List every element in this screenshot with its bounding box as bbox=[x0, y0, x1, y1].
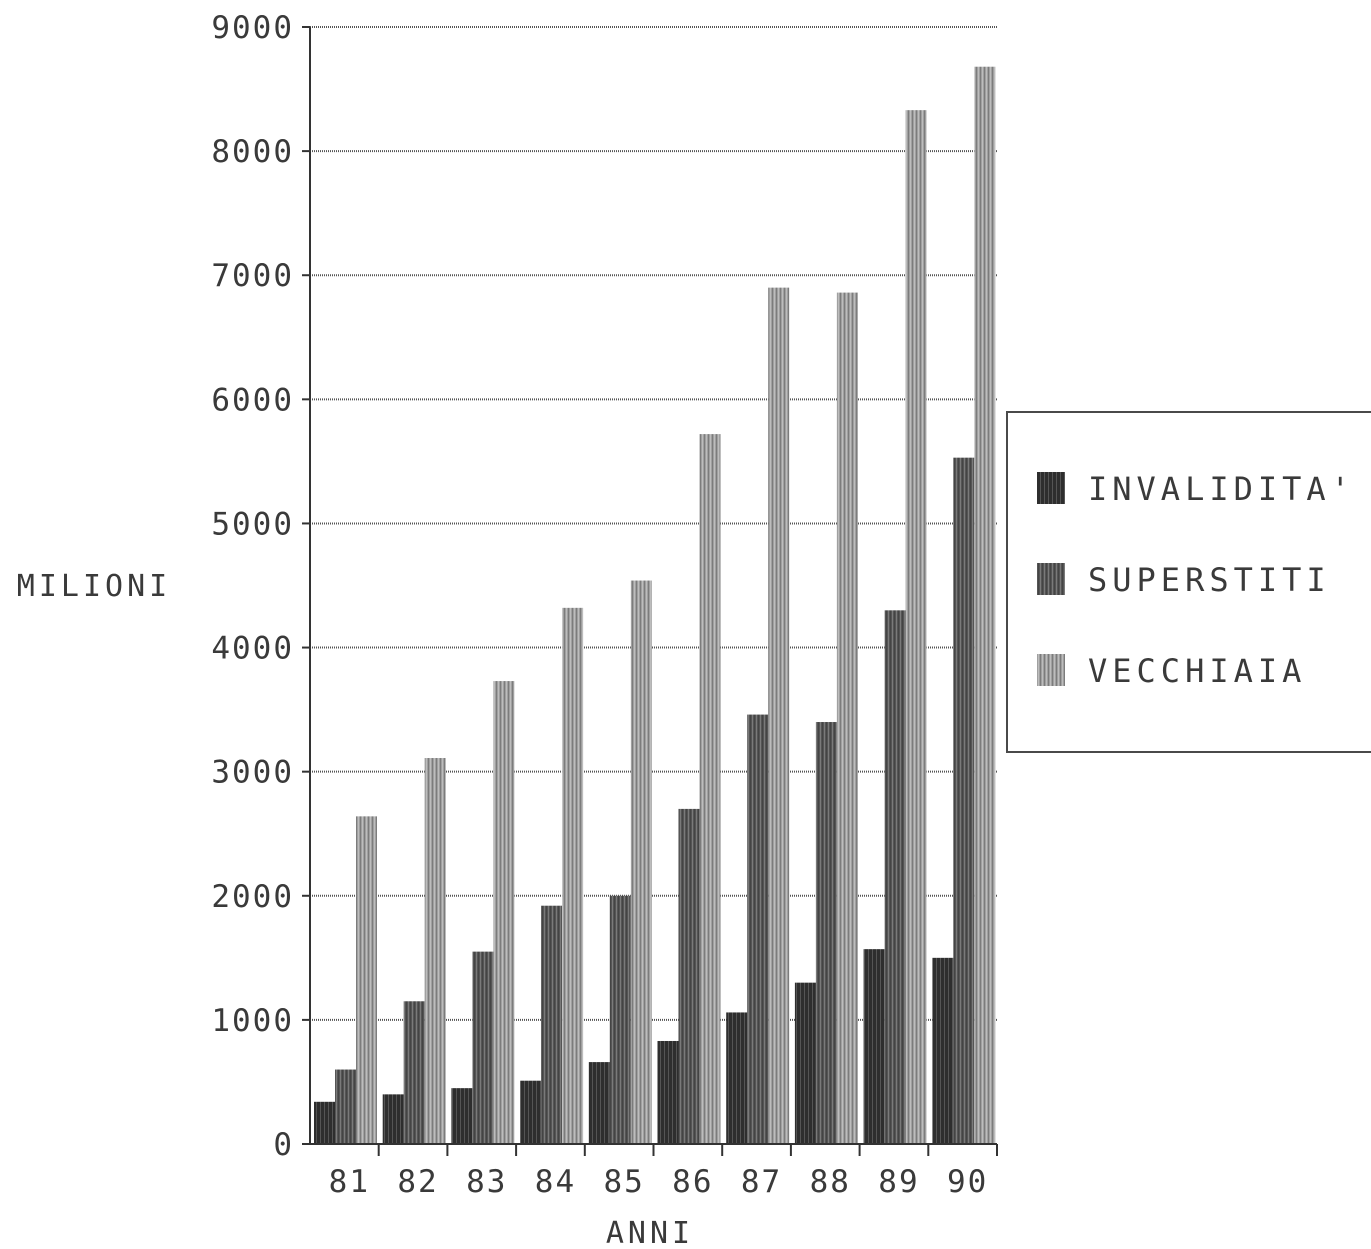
x-axis-title: ANNI bbox=[606, 1216, 694, 1249]
bar-invalidita-87 bbox=[726, 1012, 748, 1144]
bar-invalidita-83 bbox=[451, 1088, 473, 1144]
axes bbox=[309, 27, 997, 1145]
bar-superstiti-83 bbox=[472, 951, 494, 1144]
y-tick-label: 2000 bbox=[211, 879, 294, 915]
x-tick-label: 89 bbox=[878, 1164, 919, 1200]
bar-vecchiaia-81 bbox=[356, 816, 377, 1144]
bar-invalidita-86 bbox=[657, 1040, 679, 1144]
y-tick-label: 1000 bbox=[211, 1003, 294, 1039]
legend: INVALIDITA' SUPERSTITI VECCHIAIA bbox=[1006, 411, 1371, 753]
y-tick-label: 0 bbox=[273, 1127, 294, 1163]
bars bbox=[314, 66, 998, 1156]
y-tick-label: 8000 bbox=[211, 134, 294, 170]
legend-label: INVALIDITA' bbox=[1088, 470, 1355, 508]
bar-vecchiaia-90 bbox=[974, 66, 996, 1144]
x-tick-label: 83 bbox=[466, 1164, 507, 1200]
legend-swatch bbox=[1037, 654, 1065, 686]
x-tick-label: 88 bbox=[810, 1164, 851, 1200]
y-tick-labels: 0 1000 2000 3000 4000 5000 6000 7000 8000 9000 bbox=[211, 10, 294, 1163]
legend-swatch bbox=[1037, 563, 1065, 595]
bar-superstiti-81 bbox=[335, 1069, 356, 1144]
bar-vecchiaia-88 bbox=[836, 292, 858, 1144]
bar-invalidita-82 bbox=[382, 1094, 404, 1144]
bar-vecchiaia-89 bbox=[905, 110, 927, 1145]
x-tick-label: 84 bbox=[535, 1164, 576, 1200]
bar-vecchiaia-84 bbox=[562, 607, 584, 1144]
y-tick-label: 7000 bbox=[211, 258, 294, 294]
legend-entries: INVALIDITA' SUPERSTITI VECCHIAIA bbox=[1037, 470, 1355, 690]
bar-vecchiaia-85 bbox=[630, 580, 652, 1144]
bar-invalidita-90 bbox=[932, 957, 954, 1144]
y-tick-label: 5000 bbox=[211, 506, 294, 542]
legend-box bbox=[1006, 411, 1371, 753]
bar-superstiti-88 bbox=[815, 722, 837, 1144]
bar-superstiti-85 bbox=[609, 895, 631, 1144]
bar-superstiti-84 bbox=[541, 905, 563, 1144]
bar-superstiti-86 bbox=[678, 808, 700, 1144]
bar-invalidita-81 bbox=[314, 1101, 335, 1144]
y-tick-label: 6000 bbox=[211, 382, 294, 418]
y-tick-label: 4000 bbox=[211, 631, 294, 667]
bar-invalidita-84 bbox=[520, 1080, 542, 1144]
legend-label: SUPERSTITI bbox=[1088, 561, 1331, 599]
x-tick-label: 87 bbox=[741, 1164, 782, 1200]
bar-superstiti-90 bbox=[953, 457, 975, 1145]
bar-vecchiaia-83 bbox=[493, 681, 515, 1144]
bar-invalidita-89 bbox=[863, 949, 885, 1144]
x-tick-labels: 81 82 83 84 85 86 87 88 89 90 bbox=[329, 1164, 988, 1200]
bar-invalidita-85 bbox=[588, 1062, 610, 1144]
x-tick-label: 86 bbox=[672, 1164, 713, 1200]
x-tick-label: 82 bbox=[397, 1164, 438, 1200]
y-axis-title: MILIONI bbox=[17, 569, 171, 604]
bar-superstiti-89 bbox=[884, 610, 906, 1144]
bar-superstiti-87 bbox=[747, 714, 769, 1144]
legend-swatch bbox=[1037, 472, 1065, 504]
x-tick-label: 85 bbox=[603, 1164, 644, 1200]
bar-invalidita-88 bbox=[794, 982, 816, 1144]
x-tick-label: 81 bbox=[329, 1164, 370, 1200]
legend-label: VECCHIAIA bbox=[1088, 652, 1306, 690]
bar-vecchiaia-87 bbox=[768, 287, 790, 1145]
y-tick-label: 3000 bbox=[211, 755, 294, 791]
x-tick-label: 90 bbox=[947, 1164, 988, 1200]
y-tick-label: 9000 bbox=[211, 10, 294, 46]
bar-superstiti-82 bbox=[403, 1001, 425, 1144]
bar-vecchiaia-82 bbox=[424, 758, 446, 1144]
bar-vecchiaia-86 bbox=[699, 434, 721, 1144]
